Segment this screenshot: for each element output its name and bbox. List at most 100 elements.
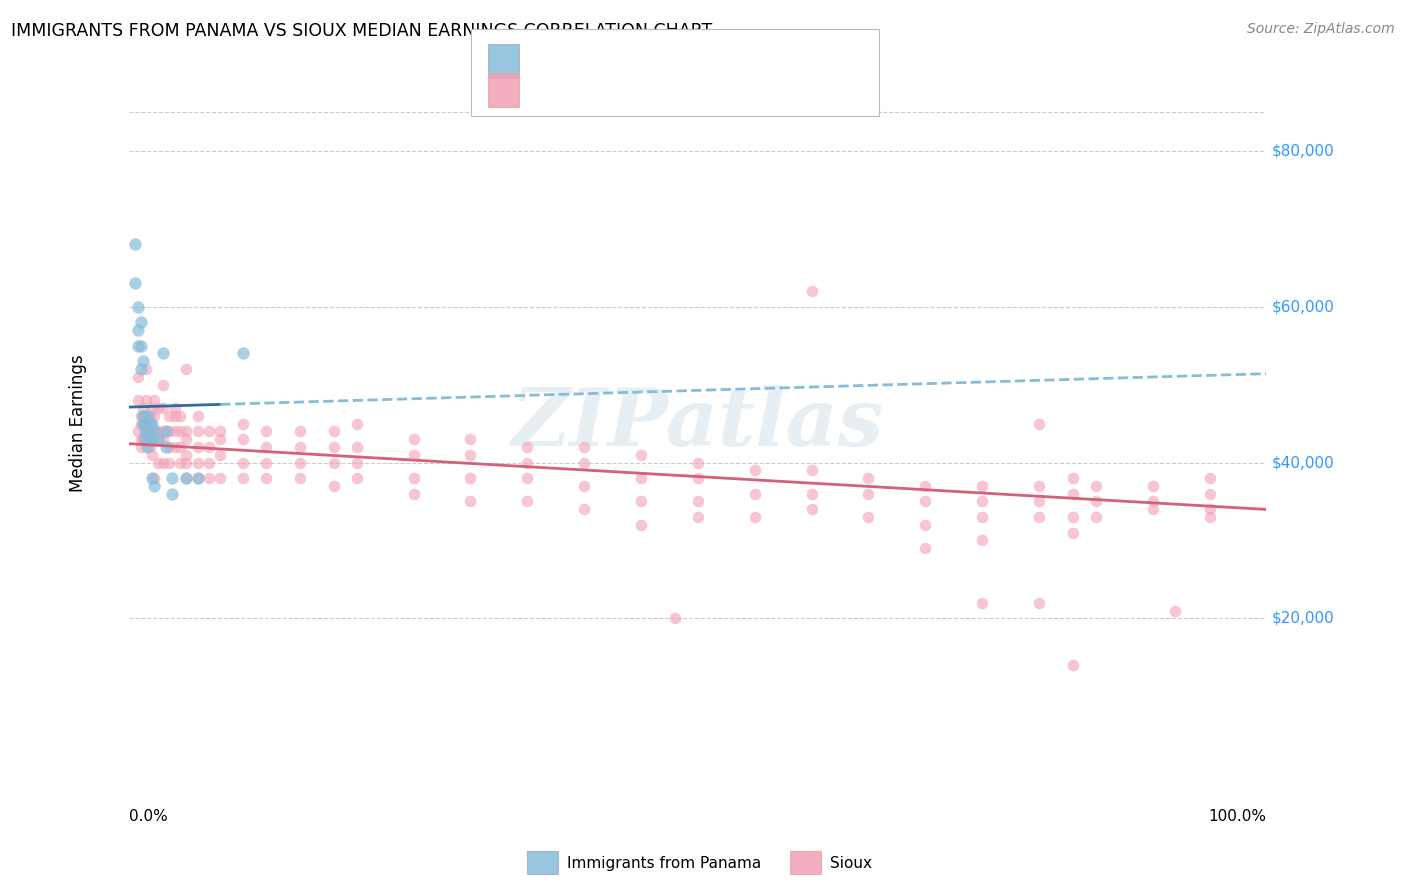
Point bbox=[572, 479, 595, 493]
Point bbox=[155, 425, 177, 439]
Point bbox=[800, 284, 823, 298]
Point bbox=[127, 300, 149, 314]
Point bbox=[141, 417, 163, 431]
Point bbox=[1142, 479, 1164, 493]
Point bbox=[198, 425, 221, 439]
Point bbox=[254, 456, 277, 470]
Point bbox=[858, 486, 880, 500]
Point bbox=[254, 425, 277, 439]
Point bbox=[914, 541, 936, 556]
Point bbox=[157, 456, 180, 470]
Point bbox=[686, 456, 709, 470]
Point bbox=[132, 432, 155, 446]
Text: Source: ZipAtlas.com: Source: ZipAtlas.com bbox=[1247, 22, 1395, 37]
Point bbox=[169, 456, 191, 470]
Point bbox=[174, 448, 197, 462]
Point bbox=[288, 471, 311, 485]
Point bbox=[1028, 417, 1050, 431]
Text: R =  0.010  N =  33: R = 0.010 N = 33 bbox=[533, 52, 696, 70]
Point bbox=[630, 517, 652, 532]
Point bbox=[186, 456, 208, 470]
Point bbox=[174, 425, 197, 439]
Point bbox=[288, 456, 311, 470]
Point bbox=[914, 479, 936, 493]
Point bbox=[323, 440, 346, 454]
Point bbox=[186, 409, 208, 423]
Point bbox=[972, 596, 994, 610]
Text: R = -0.426  N = 127: R = -0.426 N = 127 bbox=[533, 81, 702, 99]
Point bbox=[686, 510, 709, 524]
Point bbox=[141, 432, 163, 446]
Point bbox=[174, 432, 197, 446]
Point bbox=[744, 510, 766, 524]
Point bbox=[152, 425, 174, 439]
Point bbox=[1062, 525, 1084, 540]
Point bbox=[162, 486, 184, 500]
Point bbox=[232, 432, 254, 446]
Point bbox=[460, 432, 482, 446]
Point bbox=[254, 440, 277, 454]
Point bbox=[323, 456, 346, 470]
Point bbox=[141, 432, 163, 446]
Point bbox=[346, 417, 368, 431]
Point bbox=[288, 425, 311, 439]
Point bbox=[141, 425, 163, 439]
Point bbox=[1062, 471, 1084, 485]
Point bbox=[157, 425, 180, 439]
Text: 100.0%: 100.0% bbox=[1208, 809, 1267, 824]
Point bbox=[141, 401, 163, 415]
Point bbox=[460, 494, 482, 508]
Point bbox=[914, 517, 936, 532]
Point bbox=[323, 425, 346, 439]
Point bbox=[1062, 510, 1084, 524]
Point bbox=[516, 440, 538, 454]
Point bbox=[1028, 494, 1050, 508]
Point bbox=[169, 425, 191, 439]
Point bbox=[139, 417, 162, 431]
Point bbox=[139, 440, 162, 454]
Point bbox=[129, 440, 152, 454]
Point bbox=[127, 425, 149, 439]
Point bbox=[135, 425, 157, 439]
Point bbox=[132, 409, 155, 423]
Point bbox=[686, 471, 709, 485]
Point bbox=[630, 494, 652, 508]
Point bbox=[127, 369, 149, 384]
Point bbox=[174, 456, 197, 470]
Point bbox=[132, 417, 155, 431]
Point bbox=[402, 471, 425, 485]
Point bbox=[209, 425, 232, 439]
Point bbox=[135, 362, 157, 376]
Point bbox=[800, 502, 823, 516]
Text: $40,000: $40,000 bbox=[1272, 455, 1334, 470]
Point bbox=[516, 456, 538, 470]
Text: $20,000: $20,000 bbox=[1272, 611, 1334, 626]
Point bbox=[135, 393, 157, 408]
Point bbox=[152, 377, 174, 392]
Point bbox=[129, 339, 152, 353]
Point bbox=[152, 432, 174, 446]
Point bbox=[129, 315, 152, 329]
Point bbox=[232, 456, 254, 470]
Point bbox=[1198, 502, 1220, 516]
Point bbox=[346, 471, 368, 485]
Point bbox=[232, 417, 254, 431]
Point bbox=[146, 432, 169, 446]
Point bbox=[174, 471, 197, 485]
Point bbox=[630, 448, 652, 462]
Point bbox=[136, 440, 159, 454]
Point bbox=[132, 354, 155, 368]
Point bbox=[152, 456, 174, 470]
Point bbox=[136, 409, 159, 423]
Point bbox=[157, 409, 180, 423]
Point bbox=[143, 425, 166, 439]
Point bbox=[1198, 510, 1220, 524]
Text: $80,000: $80,000 bbox=[1272, 144, 1334, 159]
Point bbox=[516, 471, 538, 485]
Point bbox=[143, 471, 166, 485]
Point bbox=[141, 471, 163, 485]
Point bbox=[124, 277, 146, 291]
Point bbox=[800, 463, 823, 477]
Point bbox=[1062, 486, 1084, 500]
Point bbox=[744, 463, 766, 477]
